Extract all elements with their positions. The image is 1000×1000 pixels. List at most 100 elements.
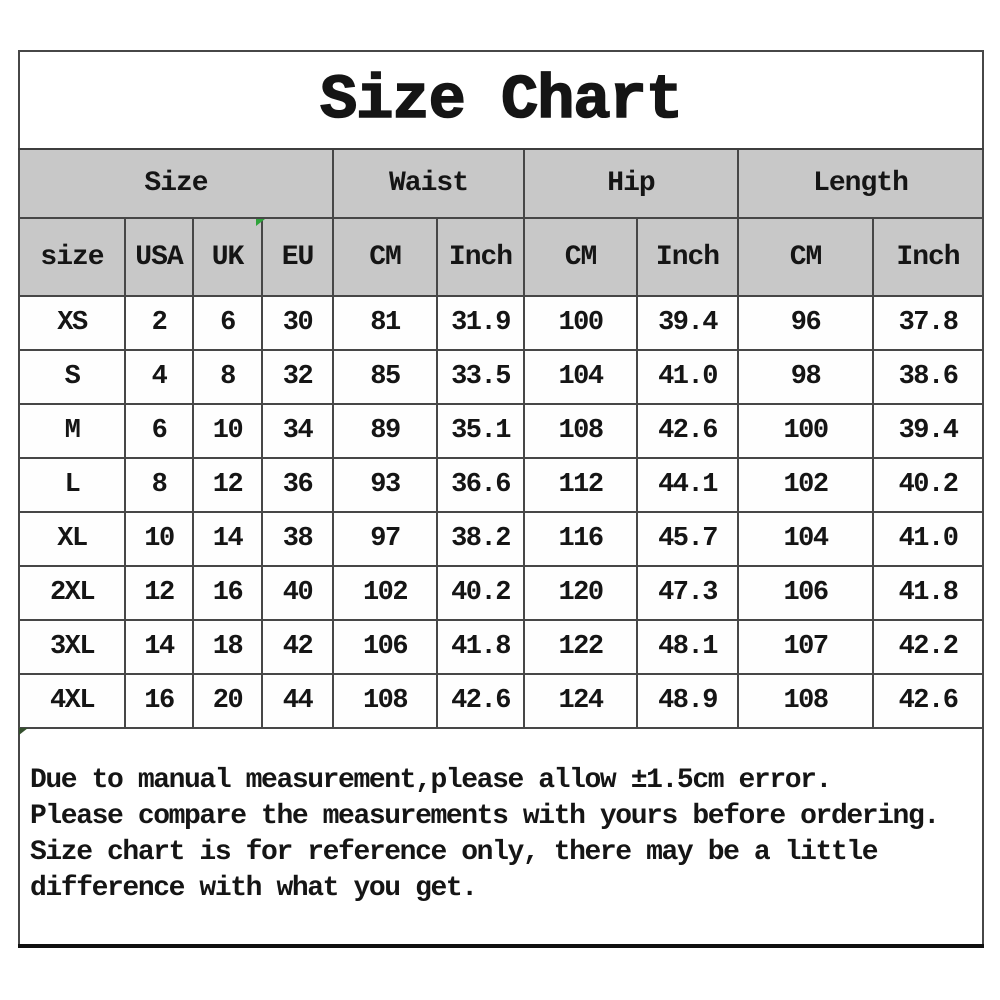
measurement-cell: 38 bbox=[261, 511, 334, 567]
measurement-cell: 48.1 bbox=[636, 619, 739, 675]
title-row: Size Chart bbox=[18, 50, 984, 150]
size-label-cell: 2XL bbox=[18, 565, 126, 621]
column-header-size: size bbox=[18, 217, 126, 297]
note-cell: Due to manual measurement,please allow ±… bbox=[18, 727, 984, 948]
measurement-cell: 41.8 bbox=[872, 565, 984, 621]
measurement-cell: 18 bbox=[192, 619, 263, 675]
measurement-cell: 104 bbox=[523, 349, 638, 405]
measurement-cell: 10 bbox=[192, 403, 263, 459]
measurement-cell: 108 bbox=[737, 673, 874, 729]
size-label-cell: M bbox=[18, 403, 126, 459]
column-header-hip-inch: Inch bbox=[636, 217, 739, 297]
measurement-cell: 93 bbox=[332, 457, 438, 513]
measurement-cell: 102 bbox=[332, 565, 438, 621]
size-chart-table: Size Chart Size Waist Hip Length size US… bbox=[18, 50, 984, 948]
size-label-cell: S bbox=[18, 349, 126, 405]
table-row: 4XL 16 20 44 108 42.6 124 48.9 108 42.6 bbox=[18, 673, 984, 729]
measurement-cell: 39.4 bbox=[636, 295, 739, 351]
size-label-cell: L bbox=[18, 457, 126, 513]
size-label-cell: 3XL bbox=[18, 619, 126, 675]
measurement-cell: 112 bbox=[523, 457, 638, 513]
size-label-cell: XL bbox=[18, 511, 126, 567]
column-header-hip-cm: CM bbox=[523, 217, 638, 297]
column-header-eu: EU bbox=[261, 217, 334, 297]
column-header-usa: USA bbox=[124, 217, 194, 297]
column-header-length-inch: Inch bbox=[872, 217, 984, 297]
table-row: M 6 10 34 89 35.1 108 42.6 100 39.4 bbox=[18, 403, 984, 459]
measurement-cell: 45.7 bbox=[636, 511, 739, 567]
measurement-cell: 108 bbox=[332, 673, 438, 729]
measurement-cell: 39.4 bbox=[872, 403, 984, 459]
measurement-cell: 12 bbox=[124, 565, 194, 621]
note-line-4: difference with what you get. bbox=[30, 873, 478, 904]
measurement-cell: 42.6 bbox=[636, 403, 739, 459]
measurement-cell: 20 bbox=[192, 673, 263, 729]
table-row: L 8 12 36 93 36.6 112 44.1 102 40.2 bbox=[18, 457, 984, 513]
measurement-cell: 42 bbox=[261, 619, 334, 675]
measurement-cell: 97 bbox=[332, 511, 438, 567]
measurement-cell: 36.6 bbox=[436, 457, 525, 513]
measurement-cell: 120 bbox=[523, 565, 638, 621]
measurement-cell: 96 bbox=[737, 295, 874, 351]
measurement-cell: 6 bbox=[192, 295, 263, 351]
group-header-row: Size Waist Hip Length bbox=[18, 148, 984, 219]
measurement-cell: 8 bbox=[192, 349, 263, 405]
group-header-hip: Hip bbox=[523, 148, 739, 219]
measurement-cell: 41.0 bbox=[636, 349, 739, 405]
measurement-cell: 40 bbox=[261, 565, 334, 621]
measurement-cell: 124 bbox=[523, 673, 638, 729]
measurement-cell: 81 bbox=[332, 295, 438, 351]
group-header-size: Size bbox=[18, 148, 334, 219]
measurement-cell: 100 bbox=[737, 403, 874, 459]
table-row: S 4 8 32 85 33.5 104 41.0 98 38.6 bbox=[18, 349, 984, 405]
note-line-2: Please compare the measurements with you… bbox=[30, 801, 940, 832]
green-artifact-icon bbox=[19, 728, 28, 735]
measurement-cell: 42.2 bbox=[872, 619, 984, 675]
measurement-cell: 40.2 bbox=[872, 457, 984, 513]
table-row: XS 2 6 30 81 31.9 100 39.4 96 37.8 bbox=[18, 295, 984, 351]
size-table-body: XS 2 6 30 81 31.9 100 39.4 96 37.8 S 4 8 32 85 33.5 104 4… bbox=[18, 295, 984, 729]
measurement-cell: 89 bbox=[332, 403, 438, 459]
measurement-cell: 122 bbox=[523, 619, 638, 675]
measurement-cell: 10 bbox=[124, 511, 194, 567]
measurement-cell: 38.2 bbox=[436, 511, 525, 567]
measurement-cell: 14 bbox=[124, 619, 194, 675]
measurement-cell: 8 bbox=[124, 457, 194, 513]
measurement-cell: 34 bbox=[261, 403, 334, 459]
size-label-cell: 4XL bbox=[18, 673, 126, 729]
measurement-cell: 106 bbox=[332, 619, 438, 675]
table-row: 3XL 14 18 42 106 41.8 122 48.1 107 42.2 bbox=[18, 619, 984, 675]
measurement-cell: 12 bbox=[192, 457, 263, 513]
note-row: Due to manual measurement,please allow ±… bbox=[18, 727, 984, 948]
measurement-cell: 44.1 bbox=[636, 457, 739, 513]
measurement-cell: 38.6 bbox=[872, 349, 984, 405]
measurement-cell: 31.9 bbox=[436, 295, 525, 351]
measurement-cell: 107 bbox=[737, 619, 874, 675]
column-header-waist-inch: Inch bbox=[436, 217, 525, 297]
measurement-cell: 35.1 bbox=[436, 403, 525, 459]
size-label-cell: XS bbox=[18, 295, 126, 351]
measurement-cell: 108 bbox=[523, 403, 638, 459]
measurement-cell: 47.3 bbox=[636, 565, 739, 621]
measurement-cell: 44 bbox=[261, 673, 334, 729]
measurement-cell: 32 bbox=[261, 349, 334, 405]
measurement-cell: 37.8 bbox=[872, 295, 984, 351]
column-header-waist-cm: CM bbox=[332, 217, 438, 297]
green-artifact-icon bbox=[256, 219, 265, 226]
measurement-cell: 33.5 bbox=[436, 349, 525, 405]
measurement-cell: 102 bbox=[737, 457, 874, 513]
measurement-cell: 48.9 bbox=[636, 673, 739, 729]
column-header-length-cm: CM bbox=[737, 217, 874, 297]
note-line-3: Size chart is for reference only, there … bbox=[30, 837, 879, 868]
measurement-cell: 41.8 bbox=[436, 619, 525, 675]
measurement-cell: 16 bbox=[192, 565, 263, 621]
measurement-cell: 40.2 bbox=[436, 565, 525, 621]
measurement-cell: 116 bbox=[523, 511, 638, 567]
measurement-cell: 42.6 bbox=[872, 673, 984, 729]
measurement-cell: 85 bbox=[332, 349, 438, 405]
measurement-cell: 6 bbox=[124, 403, 194, 459]
column-header-row: size USA UK EU CM Inch CM Inch CM Inch bbox=[18, 217, 984, 297]
measurement-cell: 36 bbox=[261, 457, 334, 513]
measurement-cell: 100 bbox=[523, 295, 638, 351]
